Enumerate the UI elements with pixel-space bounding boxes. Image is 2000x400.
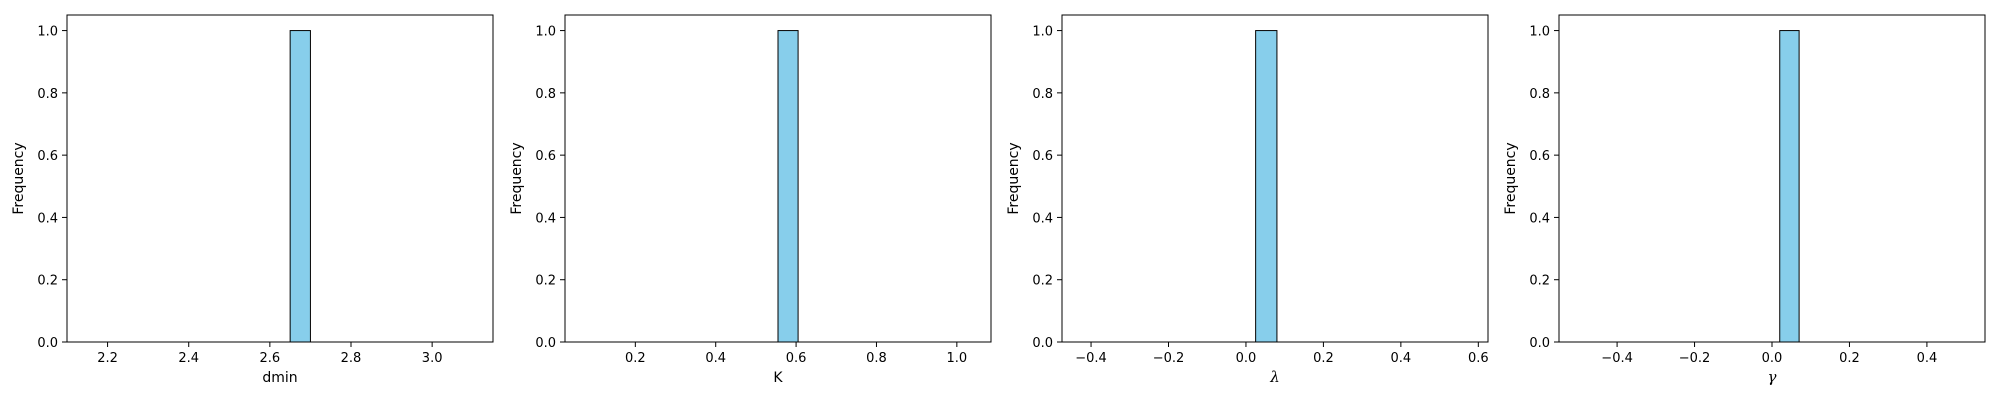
x-tick-label: 0.2 [625, 351, 646, 366]
y-tick-label: 0.2 [37, 274, 58, 289]
histogram-bar [1255, 30, 1278, 343]
x-tick-label: 0.6 [1468, 351, 1489, 366]
histogram-bar [777, 30, 799, 343]
x-tick-label: 0.4 [1391, 351, 1412, 366]
y-tick-label: 0.6 [37, 149, 58, 164]
x-tick-label: 0.0 [1762, 351, 1783, 366]
y-axis-label: Frequency [1503, 142, 1519, 214]
axes-frame [1061, 14, 1489, 343]
y-tick-label: 0.2 [535, 274, 556, 289]
axes-frame [564, 14, 992, 343]
y-tick-label: 0.0 [1032, 336, 1053, 351]
y-tick-label: 0.0 [1529, 336, 1550, 351]
y-tick-label: 0.4 [1529, 211, 1550, 226]
y-tick-label: 0.2 [1032, 274, 1053, 289]
histogram-panel-4: −0.4 −0.2 0.0 0.2 0.4 0.0 0.2 0.4 0.6 0.8 1.0 γ Freq… [1503, 14, 1986, 386]
x-tick-label: 0.4 [705, 351, 726, 366]
x-axis-label: γ [1768, 368, 1777, 386]
histogram-panel-2: 0.2 0.4 0.6 0.8 1.0 0.0 0.2 0.4 0.6 0.8 1.0 K Freque… [509, 14, 992, 386]
y-tick-label: 0.6 [1529, 149, 1550, 164]
x-tick-label: 0.6 [786, 351, 807, 366]
y-tick-label: 0.0 [37, 336, 58, 351]
histogram-bar [1779, 30, 1800, 343]
y-tick-label: 0.6 [535, 149, 556, 164]
x-tick-label: 2.2 [97, 351, 118, 366]
histogram-panel-3: −0.4 −0.2 0.0 0.2 0.4 0.6 0.0 0.2 0.4 0.6 0.8 1.0 λ F… [1006, 14, 1489, 386]
axes-frame [1558, 14, 1986, 343]
y-tick-label: 0.4 [1032, 211, 1053, 226]
x-tick-label: 0.4 [1917, 351, 1938, 366]
y-tick-label: 1.0 [37, 25, 58, 40]
x-tick-label: 0.2 [1839, 351, 1860, 366]
x-tick-label: −0.4 [1601, 351, 1633, 366]
x-tick-label: 0.2 [1313, 351, 1334, 366]
y-tick-label: 1.0 [1529, 25, 1550, 40]
y-tick-label: 0.8 [535, 87, 556, 102]
y-tick-label: 0.8 [37, 87, 58, 102]
y-tick-label: 1.0 [1032, 25, 1053, 40]
x-tick-label: 2.4 [178, 351, 199, 366]
y-tick-label: 0.8 [1529, 87, 1550, 102]
y-tick-label: 1.0 [535, 25, 556, 40]
x-axis-label: λ [1269, 368, 1280, 386]
y-axis-label: Frequency [1006, 142, 1022, 214]
y-tick-label: 0.4 [37, 211, 58, 226]
x-tick-label: 0.8 [866, 351, 887, 366]
x-axis-label: K [773, 370, 783, 386]
x-tick-label: 2.8 [341, 351, 362, 366]
y-axis-label: Frequency [11, 142, 27, 214]
x-tick-label: 2.6 [260, 351, 281, 366]
y-axis-label: Frequency [509, 142, 525, 214]
axes-frame [66, 14, 494, 343]
x-tick-label: −0.4 [1075, 351, 1107, 366]
x-tick-label: 0.0 [1236, 351, 1257, 366]
y-tick-label: 0.2 [1529, 274, 1550, 289]
y-tick-label: 0.4 [535, 211, 556, 226]
y-tick-label: 0.6 [1032, 149, 1053, 164]
x-tick-label: 3.0 [422, 351, 443, 366]
x-tick-label: 1.0 [946, 351, 967, 366]
histogram-panel-1: 2.2 2.4 2.6 2.8 3.0 0.0 0.2 0.4 0.6 0.8 1.0 dmin Fre… [11, 14, 494, 386]
x-tick-label: −0.2 [1153, 351, 1185, 366]
x-tick-label: −0.2 [1679, 351, 1711, 366]
y-tick-label: 0.0 [535, 336, 556, 351]
histogram-bar [289, 30, 311, 343]
y-tick-label: 0.8 [1032, 87, 1053, 102]
x-axis-label: dmin [262, 370, 297, 386]
